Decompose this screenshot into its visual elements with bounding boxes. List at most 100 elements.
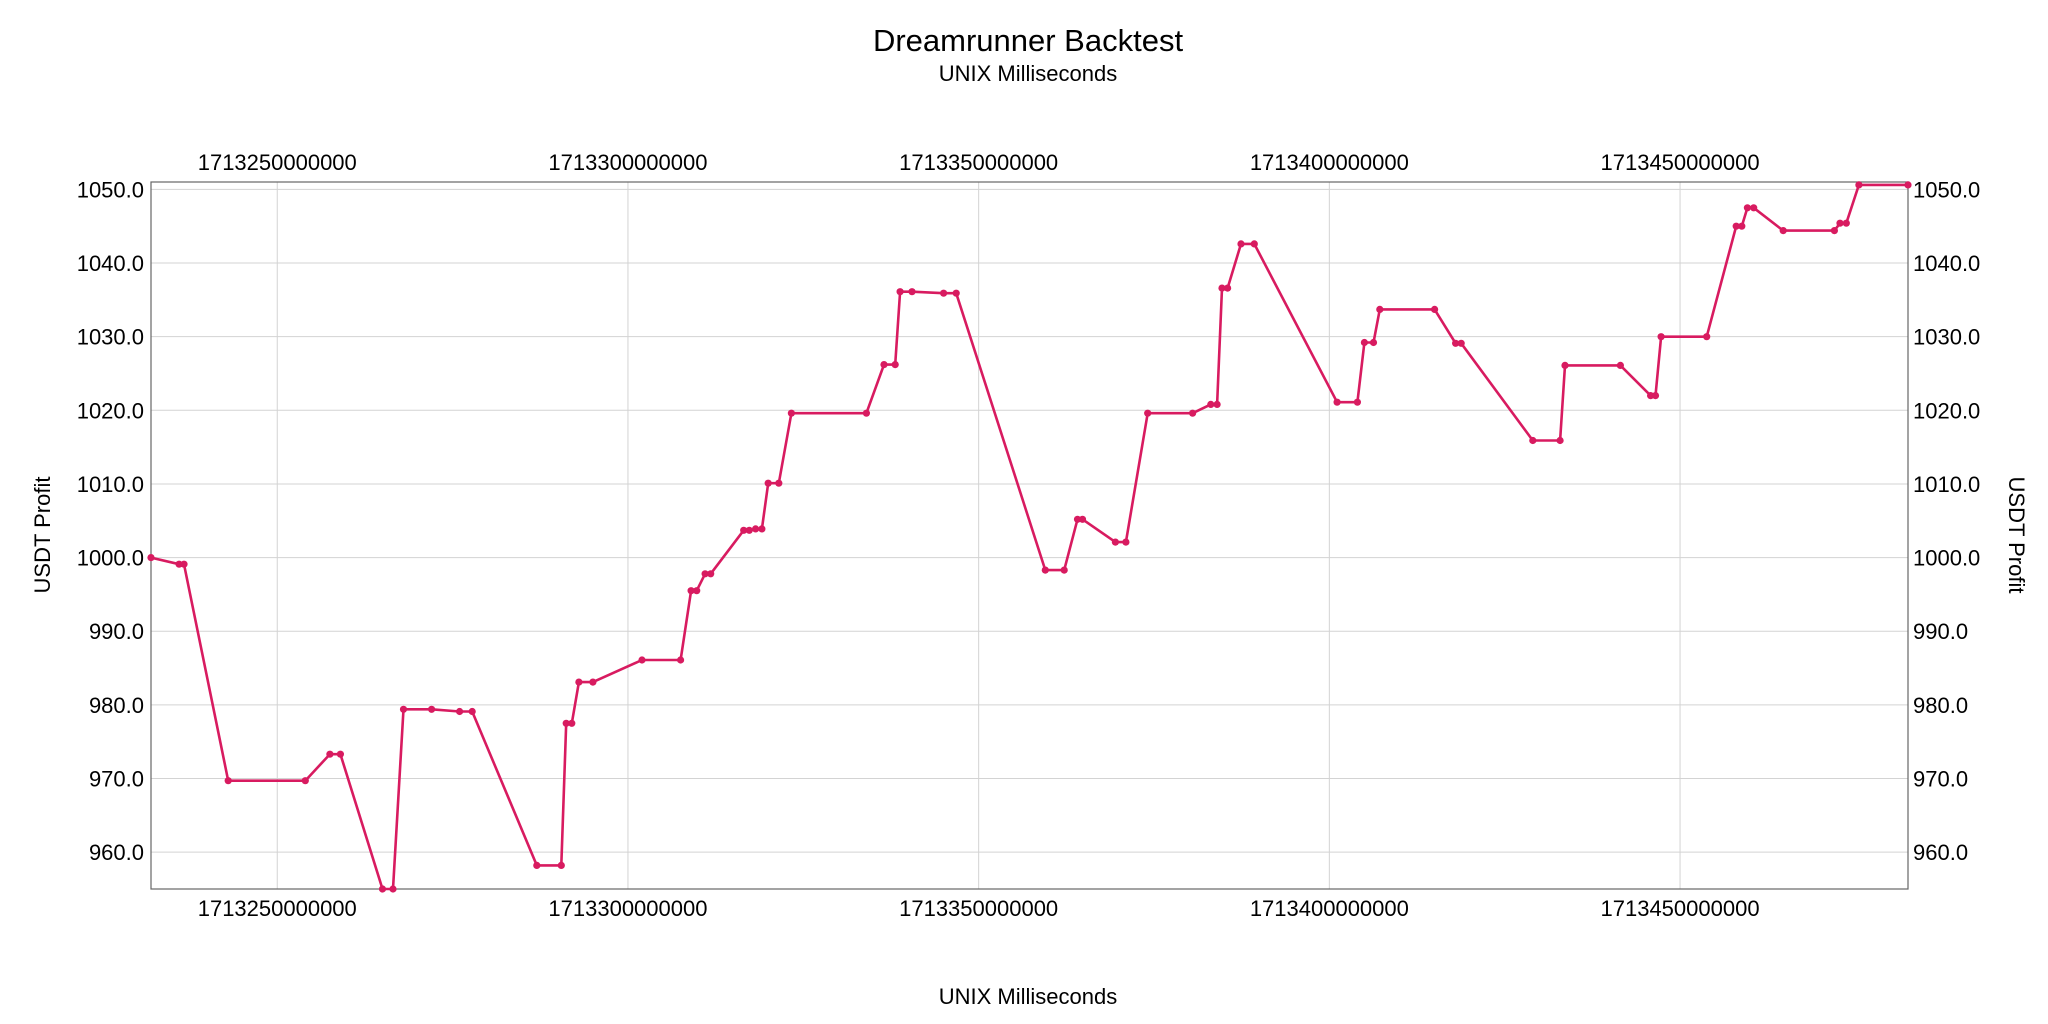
y-tick-label-right: 1040.0 [1913, 251, 1980, 276]
data-point [1060, 566, 1068, 574]
data-point [389, 885, 397, 893]
data-point [336, 750, 344, 758]
x-tick-label-bottom: 1713400000000 [1250, 896, 1409, 921]
axis-ticks: 1713250000000 1713250000000 1713300000000 1… [77, 150, 1981, 921]
data-point [575, 678, 583, 686]
data-point [1836, 219, 1844, 227]
data-point [740, 526, 748, 534]
grid-lines [151, 182, 1908, 889]
data-point [687, 587, 695, 595]
series-line [150, 183, 1908, 891]
data-point [1237, 240, 1245, 248]
data-point [1041, 566, 1049, 574]
data-point [775, 479, 783, 487]
chart-subtitle: UNIX Milliseconds [939, 61, 1118, 86]
data-point [1750, 204, 1758, 212]
data-point [399, 705, 408, 713]
data-point [147, 554, 155, 562]
data-point [1732, 222, 1740, 230]
data-point [428, 705, 436, 713]
data-point [224, 777, 232, 785]
x-tick-label-top: 1713450000000 [1601, 150, 1760, 175]
data-point [1333, 398, 1341, 406]
data-point [1743, 204, 1751, 212]
data-point [180, 560, 188, 568]
data-point [1561, 361, 1569, 369]
y-tick-label-left: 1050.0 [77, 177, 144, 202]
data-point [1842, 219, 1850, 227]
data-point [1452, 339, 1460, 347]
data-point [891, 361, 899, 369]
data-point [1738, 222, 1746, 230]
data-point [880, 361, 888, 369]
chart-title: Dreamrunner Backtest [873, 23, 1184, 58]
y-tick-label-right: 1050.0 [1913, 177, 1980, 202]
data-point [1431, 305, 1439, 313]
x-tick-label-bottom: 1713250000000 [198, 896, 357, 921]
data-point [557, 861, 565, 870]
y-tick-label-left: 1040.0 [77, 251, 144, 276]
data-point [378, 885, 387, 893]
data-point [1111, 538, 1119, 546]
plot-area-border [150, 181, 1909, 890]
x-axis-label: UNIX Milliseconds [939, 984, 1118, 1009]
data-point [468, 707, 476, 716]
data-point [787, 409, 796, 417]
y-axis-label-left: USDT Profit [30, 477, 55, 594]
data-point [1703, 333, 1711, 341]
y-tick-label-right: 1030.0 [1913, 325, 1980, 350]
data-point [1616, 361, 1624, 369]
y-tick-label-left: 1000.0 [77, 546, 144, 571]
data-point [1073, 515, 1082, 523]
data-point [677, 656, 685, 664]
data-point [1651, 392, 1660, 400]
data-point [1855, 181, 1863, 189]
x-tick-label-bottom: 1713300000000 [548, 896, 707, 921]
data-point [701, 570, 709, 578]
data-point [533, 861, 541, 870]
data-point [1353, 398, 1361, 406]
data-point [1189, 409, 1197, 417]
data-point [952, 289, 960, 297]
data-point [1556, 436, 1564, 445]
y-tick-label-right: 960.0 [1913, 840, 1968, 865]
data-point [745, 526, 753, 534]
y-tick-label-left: 990.0 [89, 619, 144, 644]
data-point [707, 570, 715, 578]
data-point [896, 288, 904, 296]
y-tick-label-left: 1020.0 [77, 398, 144, 423]
data-point [1250, 240, 1258, 248]
data-point [940, 289, 948, 297]
data-point [1904, 181, 1912, 189]
y-tick-label-left: 970.0 [89, 767, 144, 792]
y-tick-label-right: 970.0 [1913, 767, 1968, 792]
data-point [1369, 338, 1378, 347]
data-point [1078, 515, 1087, 523]
y-tick-label-left: 1010.0 [77, 472, 144, 497]
data-point [1529, 436, 1537, 445]
y-tick-label-left: 960.0 [89, 840, 144, 865]
series-layer [147, 181, 1912, 893]
data-point [693, 587, 701, 595]
data-point [456, 707, 464, 716]
data-point [1122, 538, 1130, 546]
data-point [1657, 333, 1665, 341]
data-point [862, 409, 871, 417]
data-point [1360, 338, 1368, 347]
y-tick-label-right: 990.0 [1913, 619, 1968, 644]
x-tick-label-top: 1713350000000 [899, 150, 1058, 175]
data-point [758, 525, 766, 533]
data-point [1207, 400, 1215, 408]
data-point [1224, 284, 1232, 292]
data-point [908, 288, 916, 296]
data-point [301, 777, 309, 785]
x-tick-label-top: 1713300000000 [548, 150, 707, 175]
data-point [562, 719, 570, 727]
y-tick-label-left: 980.0 [89, 693, 144, 718]
y-tick-label-right: 1010.0 [1913, 472, 1980, 497]
data-point [764, 479, 772, 487]
data-point [326, 750, 334, 758]
data-point [1376, 305, 1384, 313]
y-axis-label-right: USDT Profit [2004, 477, 2029, 594]
